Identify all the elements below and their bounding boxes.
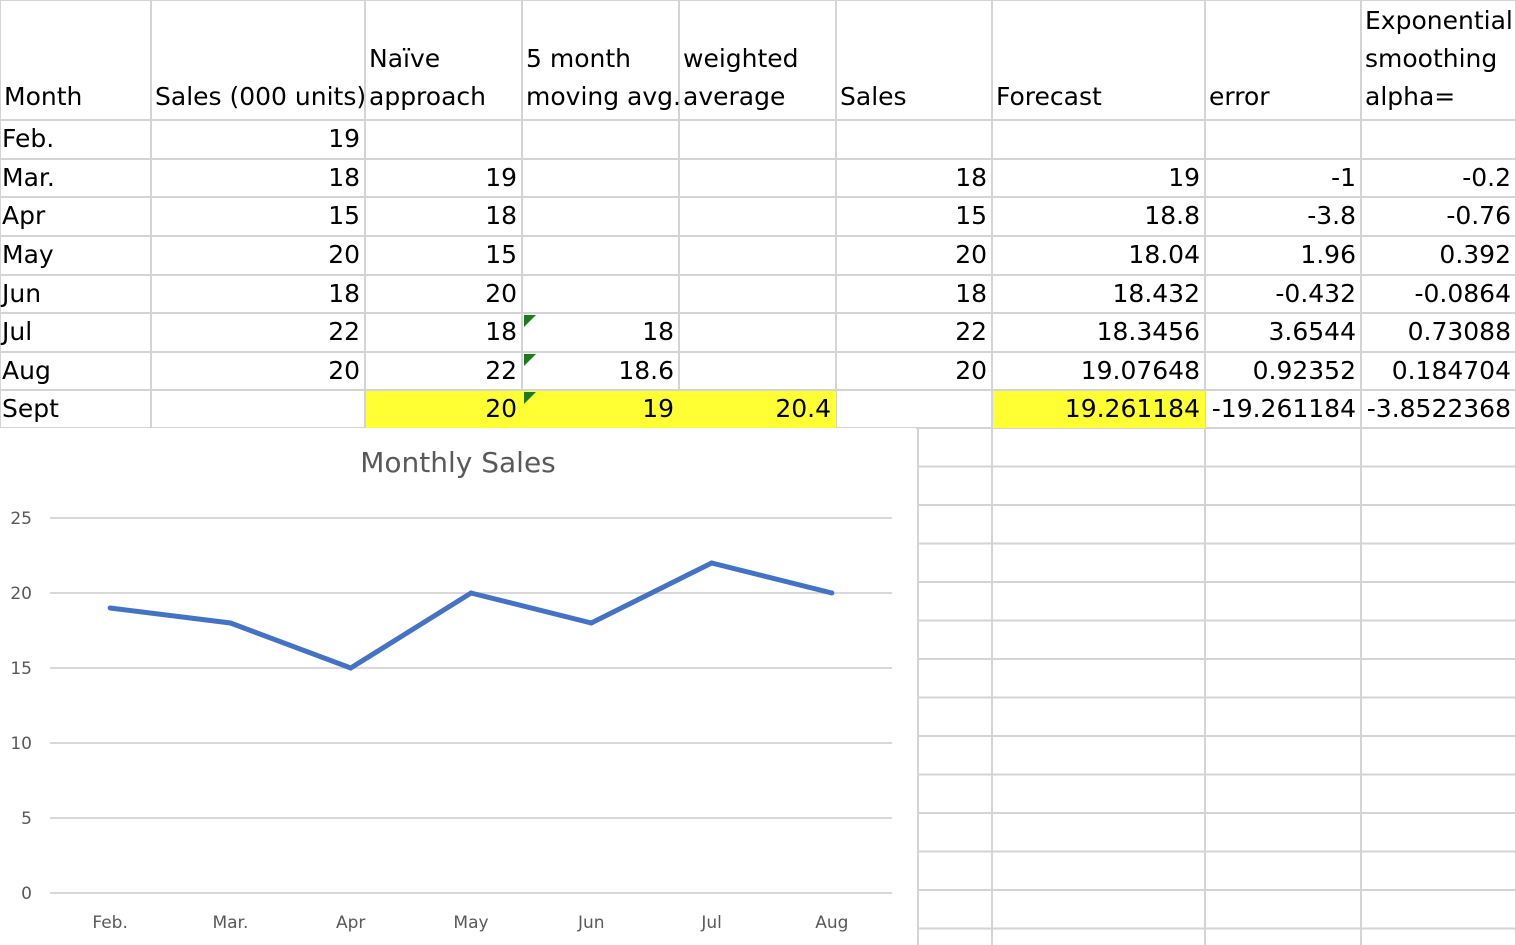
cell-I3[interactable]: -0.2 bbox=[1462, 163, 1511, 192]
header-I-line-0: Exponential bbox=[1365, 6, 1513, 35]
cell-indicator-icon bbox=[524, 392, 536, 404]
cell-I7[interactable]: 0.73088 bbox=[1407, 317, 1511, 346]
cell-H6[interactable]: -0.432 bbox=[1275, 279, 1356, 308]
cell-C5[interactable]: 15 bbox=[485, 240, 517, 269]
y-tick-label: 0 bbox=[21, 884, 32, 904]
header-E-line-0: weighted bbox=[683, 44, 799, 73]
cell-I8[interactable]: 0.184704 bbox=[1391, 356, 1511, 385]
monthly-sales-chart: Monthly Sales 0 5 10 15 20 25 Feb. Mar. Apr May Ju… bbox=[0, 428, 916, 945]
x-tick-label: Apr bbox=[336, 913, 365, 933]
chart-title: Monthly Sales bbox=[360, 446, 556, 479]
cell-D9[interactable]: 19 bbox=[642, 394, 674, 423]
cell-G4[interactable]: 18.8 bbox=[1144, 201, 1200, 230]
cell-B8[interactable]: 20 bbox=[328, 356, 360, 385]
cell-A8[interactable]: Aug bbox=[2, 356, 51, 385]
x-tick-label: Mar. bbox=[212, 913, 248, 933]
y-tick-label: 5 bbox=[21, 809, 32, 829]
cell-A3[interactable]: Mar. bbox=[2, 163, 55, 192]
cell-I6[interactable]: -0.0864 bbox=[1414, 279, 1512, 308]
cell-indicator-icon bbox=[524, 354, 536, 366]
cell-I9[interactable]: -3.8522368 bbox=[1366, 394, 1511, 423]
cell-B3[interactable]: 18 bbox=[328, 163, 360, 192]
cell-F7[interactable]: 22 bbox=[955, 317, 987, 346]
cell-F4[interactable]: 15 bbox=[955, 201, 987, 230]
cell-G8[interactable]: 19.07648 bbox=[1080, 356, 1200, 385]
cell-F3[interactable]: 18 bbox=[955, 163, 987, 192]
data-point bbox=[709, 560, 715, 566]
cell-G6[interactable]: 18.432 bbox=[1112, 279, 1200, 308]
header-G-line-0: Forecast bbox=[996, 82, 1102, 111]
cell-A4[interactable]: Apr bbox=[2, 201, 46, 230]
y-tick-label: 25 bbox=[10, 509, 32, 529]
header-I-line-2: alpha= bbox=[1365, 82, 1456, 111]
cell-C8[interactable]: 22 bbox=[485, 356, 517, 385]
cell-H3[interactable]: -1 bbox=[1331, 163, 1356, 192]
x-tick-label: Jun bbox=[577, 913, 605, 933]
cell-C7[interactable]: 18 bbox=[485, 317, 517, 346]
cell-D8[interactable]: 18.6 bbox=[618, 356, 674, 385]
data-point bbox=[468, 590, 474, 596]
header-B-line-0: Sales (000 units) bbox=[155, 82, 367, 111]
cell-B5[interactable]: 20 bbox=[328, 240, 360, 269]
series-line bbox=[109, 560, 833, 671]
x-tick-label: May bbox=[453, 913, 488, 933]
data-point bbox=[227, 620, 233, 626]
cell-G5[interactable]: 18.04 bbox=[1128, 240, 1200, 269]
cell-C4[interactable]: 18 bbox=[485, 201, 517, 230]
cell-B4[interactable]: 15 bbox=[328, 201, 360, 230]
cell-H8[interactable]: 0.92352 bbox=[1252, 356, 1356, 385]
header-I-line-1: smoothing bbox=[1365, 44, 1498, 73]
x-tick-label: Jul bbox=[700, 913, 722, 933]
cell-I5[interactable]: 0.392 bbox=[1439, 240, 1511, 269]
cell-F5[interactable]: 20 bbox=[955, 240, 987, 269]
header-E-line-1: average bbox=[683, 82, 786, 111]
cell-B2[interactable]: 19 bbox=[328, 124, 360, 153]
cell-H5[interactable]: 1.96 bbox=[1300, 240, 1356, 269]
header-A-line-0: Month bbox=[4, 82, 83, 111]
data-point bbox=[588, 620, 594, 626]
cell-A7[interactable]: Jul bbox=[2, 317, 33, 346]
cell-indicator-icon bbox=[524, 315, 536, 327]
cell-B7[interactable]: 22 bbox=[328, 317, 360, 346]
cell-A2[interactable]: Feb. bbox=[2, 124, 55, 153]
cell-H7[interactable]: 3.6544 bbox=[1268, 317, 1356, 346]
highlight-forecast-methods bbox=[366, 391, 836, 428]
cell-C6[interactable]: 20 bbox=[485, 279, 517, 308]
cell-A5[interactable]: May bbox=[2, 240, 54, 269]
cell-G9[interactable]: 19.261184 bbox=[1064, 394, 1200, 423]
cell-C9[interactable]: 20 bbox=[485, 394, 517, 423]
cell-A6[interactable]: Jun bbox=[2, 279, 42, 308]
y-tick-label: 20 bbox=[10, 584, 32, 604]
cell-E9[interactable]: 20.4 bbox=[775, 394, 831, 423]
data-point bbox=[829, 590, 835, 596]
cell-B6[interactable]: 18 bbox=[328, 279, 360, 308]
cell-A9[interactable]: Sept bbox=[2, 394, 59, 423]
y-tick-label: 15 bbox=[10, 659, 32, 679]
cell-F8[interactable]: 20 bbox=[955, 356, 987, 385]
chart-plot: 0 5 10 15 20 25 Feb. Mar. Apr May Jun Jul Aug bbox=[10, 509, 892, 933]
cell-F6[interactable]: 18 bbox=[955, 279, 987, 308]
cell-G3[interactable]: 19 bbox=[1168, 163, 1200, 192]
header-C-line-1: approach bbox=[369, 82, 486, 111]
cell-H9[interactable]: -19.261184 bbox=[1211, 394, 1356, 423]
cell-G7[interactable]: 18.3456 bbox=[1096, 317, 1200, 346]
cell-H4[interactable]: -3.8 bbox=[1307, 201, 1356, 230]
y-tick-label: 10 bbox=[10, 734, 32, 754]
header-H-line-0: error bbox=[1209, 82, 1270, 111]
cell-C3[interactable]: 19 bbox=[485, 163, 517, 192]
cell-I4[interactable]: -0.76 bbox=[1446, 201, 1511, 230]
x-tick-label: Feb. bbox=[92, 913, 128, 933]
header-D-line-0: 5 month bbox=[526, 44, 631, 73]
x-tick-label: Aug bbox=[815, 913, 848, 933]
header-F-line-0: Sales bbox=[840, 82, 907, 111]
data-point bbox=[348, 665, 354, 671]
highlight-exp-forecast bbox=[993, 391, 1205, 428]
data-point bbox=[107, 605, 113, 611]
header-C-line-0: Naïve bbox=[369, 44, 441, 73]
header-D-line-1: moving avg. bbox=[526, 82, 681, 111]
cell-D7[interactable]: 18 bbox=[642, 317, 674, 346]
